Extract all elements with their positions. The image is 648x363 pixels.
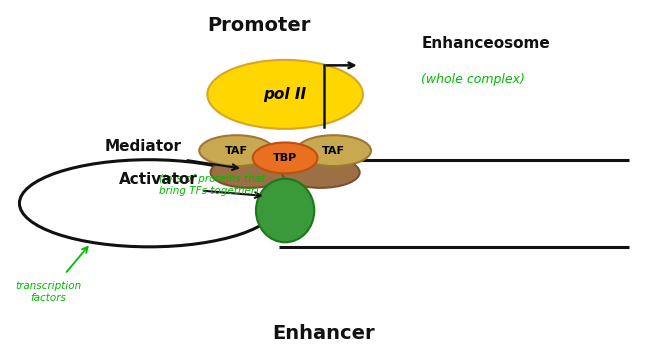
- Text: TAF: TAF: [322, 146, 345, 156]
- Ellipse shape: [282, 157, 360, 188]
- Text: Activator: Activator: [119, 172, 198, 187]
- Ellipse shape: [207, 60, 363, 129]
- Ellipse shape: [297, 135, 371, 166]
- Text: pol II: pol II: [264, 87, 307, 102]
- Text: TAF: TAF: [225, 146, 248, 156]
- Text: (lots of proteins that
bring TFs together): (lots of proteins that bring TFs togethe…: [159, 174, 265, 196]
- Text: Enhancer: Enhancer: [273, 325, 375, 343]
- Text: transcription
factors: transcription factors: [16, 281, 82, 303]
- Text: Mediator: Mediator: [104, 139, 181, 154]
- Text: Enhanceosome: Enhanceosome: [421, 36, 550, 51]
- Ellipse shape: [253, 142, 318, 174]
- Ellipse shape: [256, 179, 314, 242]
- Text: (whole complex): (whole complex): [421, 73, 525, 86]
- Text: TBP: TBP: [273, 153, 297, 163]
- Text: Promoter: Promoter: [207, 16, 311, 35]
- Ellipse shape: [211, 157, 288, 188]
- Ellipse shape: [200, 135, 273, 166]
